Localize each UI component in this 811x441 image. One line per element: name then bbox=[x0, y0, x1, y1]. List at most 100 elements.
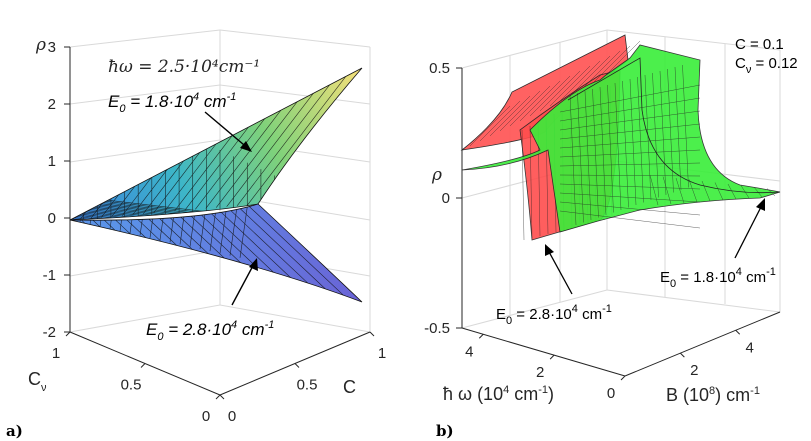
panel-b-y-tick-mark bbox=[735, 329, 741, 335]
surface-red-gridline bbox=[529, 75, 571, 117]
panel-a-label-e0-upper: E0 = 1.8·104 cm-1 bbox=[108, 91, 236, 115]
panel-b-x-tick-mark bbox=[478, 333, 484, 339]
panel-a-y-label: Cν bbox=[28, 369, 47, 394]
panel-b-arrow-green bbox=[734, 204, 763, 259]
panel-b-y-ticks: 24 bbox=[680, 329, 754, 379]
surface-upper-gridline bbox=[247, 76, 347, 206]
panel-a-x-tick-mark bbox=[219, 394, 225, 400]
panel-a-x-tick-mark bbox=[369, 331, 375, 337]
surface-lower-gridline bbox=[216, 207, 298, 284]
panel-a-label: a) bbox=[6, 422, 23, 440]
surface-green-gridline bbox=[674, 66, 682, 191]
panel-a-z-tick-label: 3 bbox=[48, 39, 56, 56]
surface-green-gridline bbox=[637, 76, 644, 203]
panel-a-y-tick-mark bbox=[140, 363, 146, 368]
panel-b-arrowhead-red bbox=[545, 244, 554, 256]
surface-upper-gridline bbox=[215, 101, 298, 208]
panel-a-z-tick-label: 2 bbox=[48, 96, 56, 113]
surface-green-gridline bbox=[662, 176, 672, 205]
surface-red-gridline bbox=[539, 70, 581, 112]
panel-a-x-tick-label: 1 bbox=[378, 345, 386, 362]
surface-lower-gridline bbox=[219, 206, 227, 254]
surface-green-gridline bbox=[559, 136, 701, 149]
panel-b-param-cnu: Cν = 0.12 bbox=[735, 55, 798, 76]
panel-b-z-label: ρ bbox=[431, 165, 442, 185]
surface-red-gridline bbox=[479, 100, 521, 142]
panel-b-param-c: C = 0.1 bbox=[735, 36, 784, 53]
panel-a-arrowhead-lower bbox=[249, 258, 258, 271]
surface-green-gridline bbox=[559, 162, 701, 167]
surface-upper-gridline bbox=[174, 135, 233, 212]
surface-lower-gridline bbox=[226, 206, 314, 289]
panel-a-x-label: C bbox=[343, 377, 356, 397]
panel-a-arrow-lower bbox=[231, 261, 256, 306]
surface-green-gridline bbox=[599, 86, 607, 216]
panel-a-y-tick-label: 0 bbox=[202, 408, 210, 425]
surface-upper-gridline bbox=[184, 126, 249, 211]
surface-green-gridline bbox=[659, 70, 667, 196]
surface-green-gridline bbox=[607, 84, 614, 213]
panel-a-z-label: ρ bbox=[35, 35, 46, 55]
panel-b-arrowhead-green bbox=[756, 198, 765, 211]
surface-lower-gridline bbox=[205, 208, 282, 280]
panel-b: 0.50-0.5 420 24 ρ ħ ω (104 cm-1) B (108)… bbox=[424, 29, 798, 440]
panel-a-hw-annotation: ħω = 2.5·10⁴cm⁻¹ bbox=[108, 57, 260, 77]
surface-green-gridline bbox=[559, 201, 701, 216]
panel-b-x-tick-label: 4 bbox=[465, 343, 473, 360]
surface-lower-gridline bbox=[174, 210, 233, 266]
surface-lower-gridline bbox=[184, 210, 249, 271]
surface-green-gridline bbox=[559, 123, 701, 140]
surface-red-gridline bbox=[499, 90, 541, 132]
surface-green-gridline bbox=[614, 82, 622, 211]
surface-lower-gridline bbox=[153, 212, 200, 257]
surface-green-gridline bbox=[559, 84, 701, 113]
surface-red-gridline bbox=[529, 125, 533, 239]
panel-a-z-tick-label: -2 bbox=[43, 324, 56, 341]
surface-lower-gridline bbox=[199, 208, 207, 249]
surface-green-gridline bbox=[649, 174, 659, 206]
surface-upper-gridline bbox=[111, 186, 136, 217]
surface-green-gridline bbox=[740, 185, 750, 199]
panel-b-z-tick-label: -0.5 bbox=[424, 320, 450, 337]
panel-a-arrow-upper bbox=[204, 111, 251, 151]
panel-a-y-tick-label: 1 bbox=[52, 345, 60, 362]
panel-a-z-tick-label: -1 bbox=[43, 267, 56, 284]
surface-green-gridline bbox=[766, 188, 776, 197]
surface-red-gridline bbox=[559, 60, 601, 102]
surface-green-gridline bbox=[701, 180, 711, 202]
surface-green-gridline bbox=[753, 186, 763, 198]
panel-b-y-tick-mark bbox=[680, 352, 685, 358]
surface-upper-gridline bbox=[163, 143, 217, 213]
panel-b-y-tick-label: 4 bbox=[746, 339, 754, 356]
surface-green-gridline bbox=[682, 64, 689, 188]
panel-b-x-ticks: 4 2 0 bbox=[465, 333, 626, 402]
surface-upper-gridline bbox=[153, 152, 201, 214]
panel-b-label-e0-red: E0 = 2.8·104 cm-1 bbox=[496, 303, 612, 327]
surface-green-gridline bbox=[644, 74, 652, 201]
panel-b-y-label: B (108) cm-1 bbox=[666, 385, 760, 405]
surface-red-gridline bbox=[569, 55, 611, 97]
panel-a-x-tick-label: 0.5 bbox=[297, 377, 318, 394]
surface-upper-gridline bbox=[236, 84, 330, 206]
panel-a-y-tick-mark bbox=[65, 331, 71, 337]
surface-red-gridline bbox=[521, 129, 525, 241]
surface-lower bbox=[69, 203, 363, 303]
panel-b-arrow-red bbox=[547, 249, 573, 295]
surface-green-gridline bbox=[577, 92, 584, 223]
panel-a-y-ticks: 10.50 bbox=[52, 331, 221, 425]
surface-lower-gridline bbox=[247, 204, 346, 298]
panel-b-z-ticks: 0.5 0 -0.5 bbox=[424, 60, 462, 337]
surface-lower-gridline bbox=[163, 211, 217, 262]
panel-a-y-tick-mark bbox=[215, 394, 221, 400]
surface-lower-gridline bbox=[236, 205, 330, 294]
surface-green-gridline bbox=[559, 149, 701, 158]
surface-green-gridline bbox=[559, 110, 701, 131]
surface-lower-gridline bbox=[209, 207, 217, 252]
surface-green-gridline bbox=[592, 88, 599, 218]
surface-green-gridline bbox=[688, 179, 698, 203]
panel-a-z-tick-label: 1 bbox=[48, 153, 56, 170]
panel-b-z-tick-label: 0 bbox=[442, 190, 450, 207]
surface-red-gridline bbox=[519, 80, 561, 122]
panel-b-label: b) bbox=[436, 422, 454, 440]
